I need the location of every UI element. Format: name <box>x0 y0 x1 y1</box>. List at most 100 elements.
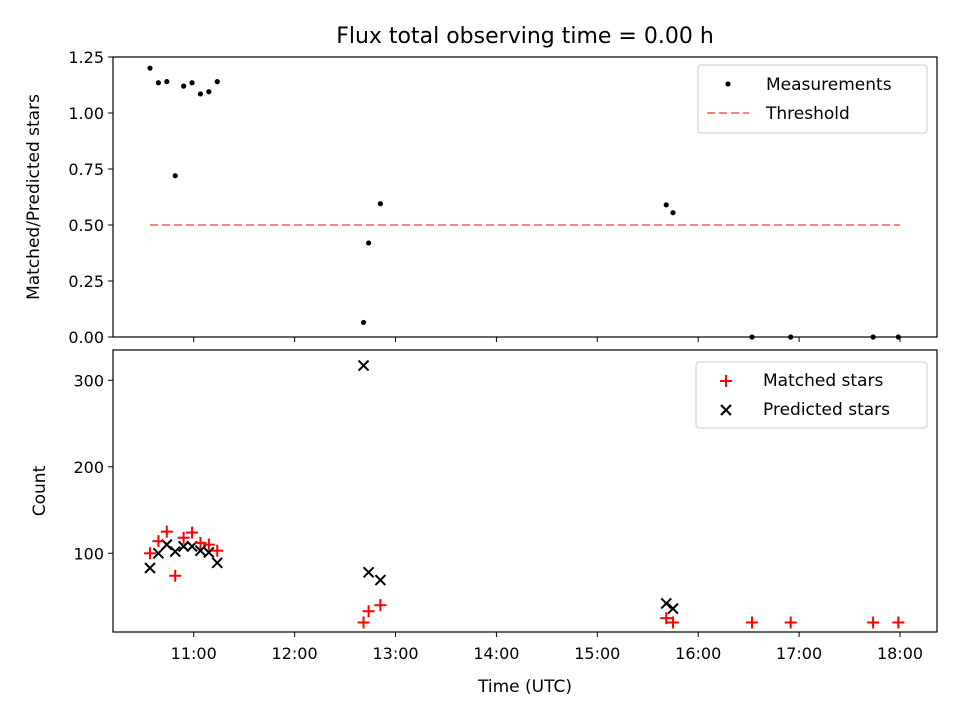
matched-point <box>892 616 905 629</box>
matched-point <box>357 616 370 629</box>
legend-matched-label: Matched stars <box>763 371 883 391</box>
predicted-point <box>211 557 223 569</box>
matched-points <box>143 525 905 629</box>
top-legend: Measurements Threshold <box>697 64 928 134</box>
matched-point <box>169 569 182 582</box>
matched-point <box>160 525 173 538</box>
matched-point <box>362 605 375 618</box>
predicted-point <box>374 574 387 586</box>
matched-point <box>374 599 387 612</box>
bottom-axis-ticks: 11:00 12:00 13:00 14:00 15:00 16:00 17:00 18:00… <box>73 371 923 663</box>
legend-threshold-label: Threshold <box>765 104 850 124</box>
predicted-point-stroke <box>667 602 679 615</box>
matched-point <box>746 616 759 629</box>
measurement-point <box>155 80 162 86</box>
measurement-point <box>895 334 901 340</box>
legend-predicted-label: Predicted stars <box>763 400 890 420</box>
bottom-y-tick-label: 100 <box>73 544 104 563</box>
measurement-point <box>749 334 755 340</box>
measurement-point <box>214 79 220 85</box>
matched-point <box>211 544 224 557</box>
predicted-point-stroke <box>152 547 165 559</box>
matched-point <box>666 616 679 629</box>
measurement-point <box>360 319 367 326</box>
bottom-y-axis-label: Count <box>30 465 50 516</box>
predicted-point-stroke <box>357 359 370 372</box>
top-y-axis-label: Matched/Predicted stars <box>24 94 44 300</box>
matched-point <box>177 531 190 544</box>
top-y-tick-label: 0.00 <box>68 328 104 347</box>
measurement-point <box>164 79 170 85</box>
bottom-x-tick-label: 12:00 <box>272 644 318 663</box>
bottom-x-tick-label: 13:00 <box>372 644 418 663</box>
bottom-y-tick-label: 200 <box>73 458 104 477</box>
chart-title: Flux total observing time = 0.00 h <box>336 24 714 49</box>
matched-point <box>194 536 207 549</box>
predicted-point <box>144 562 156 574</box>
predicted-point-stroke <box>194 544 207 557</box>
legend-measurements-label: Measurements <box>766 75 892 95</box>
measurement-point <box>670 210 676 216</box>
matched-point <box>186 526 199 539</box>
top-y-tick-label: 0.75 <box>68 160 104 179</box>
measurement-point <box>189 80 195 86</box>
matched-point <box>202 538 215 551</box>
legend-predicted-marker <box>720 404 732 416</box>
matched-point <box>867 616 880 629</box>
measurement-point <box>181 83 187 89</box>
predicted-point-stroke <box>203 546 215 559</box>
predicted-point-stroke <box>144 562 156 574</box>
bottom-x-tick-label: 17:00 <box>776 644 822 663</box>
top-legend-box <box>697 64 928 134</box>
predicted-point <box>194 544 207 557</box>
predicted-point-stroke <box>211 557 223 569</box>
top-y-tick-label: 0.25 <box>68 272 104 291</box>
predicted-point-stroke <box>362 566 375 579</box>
bottom-panel: Count Time (UTC) Matched stars Predicted… <box>30 349 938 697</box>
measurement-points <box>147 65 901 340</box>
matched-point <box>660 612 673 625</box>
top-y-tick-label: 1.25 <box>68 48 104 67</box>
bottom-x-tick-label: 18:00 <box>877 644 923 663</box>
predicted-point <box>203 546 215 559</box>
top-panel: Matched/Predicted stars Measurements Thr… <box>24 48 938 347</box>
top-plot-frame <box>112 56 938 338</box>
predicted-point <box>660 597 672 610</box>
predicted-point-stroke <box>374 574 387 586</box>
bottom-x-tick-label: 14:00 <box>473 644 519 663</box>
bottom-x-tick-label: 11:00 <box>171 644 217 663</box>
measurement-point <box>788 334 794 340</box>
measurement-point <box>172 173 178 179</box>
predicted-point <box>667 602 679 615</box>
bottom-x-tick-label: 15:00 <box>574 644 620 663</box>
bottom-x-tick-label: 16:00 <box>675 644 721 663</box>
predicted-point <box>169 545 181 558</box>
measurement-point <box>197 91 204 97</box>
bottom-plot-frame <box>112 349 938 633</box>
measurement-point <box>366 240 372 246</box>
measurement-point <box>206 89 212 95</box>
legend-measurements-marker <box>725 81 731 87</box>
predicted-point-stroke <box>177 540 190 553</box>
measurement-point <box>147 65 153 71</box>
predicted-points <box>144 359 679 615</box>
legend-matched-marker <box>720 375 732 387</box>
top-y-tick-label: 0.50 <box>68 216 104 235</box>
predicted-point-stroke <box>660 597 672 610</box>
predicted-point-stroke <box>161 538 173 551</box>
x-axis-label: Time (UTC) <box>477 677 572 697</box>
predicted-point <box>177 540 190 553</box>
matched-point <box>784 616 797 629</box>
bottom-y-tick-label: 300 <box>73 371 104 390</box>
measurement-point <box>870 334 876 340</box>
predicted-point <box>362 566 375 579</box>
measurement-point <box>663 202 669 208</box>
predicted-point <box>152 547 165 559</box>
predicted-point <box>357 359 370 372</box>
top-y-tick-label: 1.00 <box>68 104 104 123</box>
measurement-point <box>377 201 383 207</box>
predicted-point-stroke <box>169 545 181 558</box>
matched-point <box>152 535 165 548</box>
matched-point <box>143 547 156 560</box>
